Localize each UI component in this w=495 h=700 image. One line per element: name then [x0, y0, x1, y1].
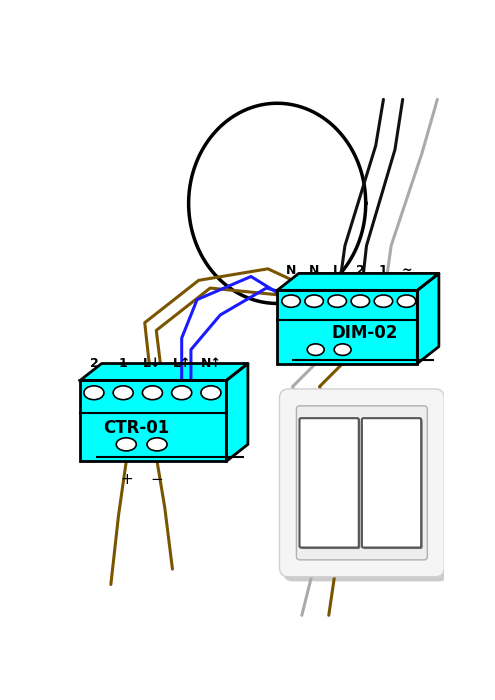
Text: 2: 2 [90, 357, 99, 370]
FancyBboxPatch shape [280, 389, 445, 577]
Text: N: N [309, 264, 319, 276]
Text: CTR-01: CTR-01 [103, 419, 169, 437]
Ellipse shape [334, 344, 351, 356]
Ellipse shape [84, 386, 104, 400]
Ellipse shape [116, 438, 136, 451]
Polygon shape [226, 363, 248, 461]
FancyBboxPatch shape [363, 420, 423, 549]
Ellipse shape [351, 295, 370, 307]
Text: L↑: L↑ [172, 357, 191, 370]
FancyBboxPatch shape [299, 418, 359, 547]
Text: N↑: N↑ [200, 357, 221, 370]
Text: 1: 1 [119, 357, 128, 370]
Text: L: L [333, 264, 341, 276]
Ellipse shape [305, 295, 323, 307]
Ellipse shape [143, 386, 162, 400]
Text: ~: ~ [401, 264, 412, 276]
Polygon shape [80, 363, 248, 381]
Text: −: − [150, 473, 163, 487]
Ellipse shape [397, 295, 416, 307]
Ellipse shape [374, 295, 393, 307]
Bar [277, 290, 417, 363]
FancyBboxPatch shape [362, 418, 421, 547]
FancyBboxPatch shape [283, 393, 448, 582]
FancyBboxPatch shape [297, 406, 427, 560]
Text: N: N [286, 264, 296, 276]
Ellipse shape [307, 344, 324, 356]
FancyBboxPatch shape [301, 420, 360, 549]
Text: 1: 1 [379, 264, 388, 276]
Ellipse shape [282, 295, 300, 307]
Bar [80, 381, 226, 461]
Text: DIM-02: DIM-02 [331, 324, 397, 342]
Ellipse shape [113, 386, 133, 400]
Text: L↓: L↓ [143, 357, 162, 370]
Polygon shape [277, 274, 439, 290]
Ellipse shape [328, 295, 346, 307]
Text: 2: 2 [356, 264, 365, 276]
Ellipse shape [201, 386, 221, 400]
Polygon shape [417, 274, 439, 363]
Ellipse shape [147, 438, 167, 451]
Text: +: + [120, 473, 133, 487]
Ellipse shape [172, 386, 192, 400]
